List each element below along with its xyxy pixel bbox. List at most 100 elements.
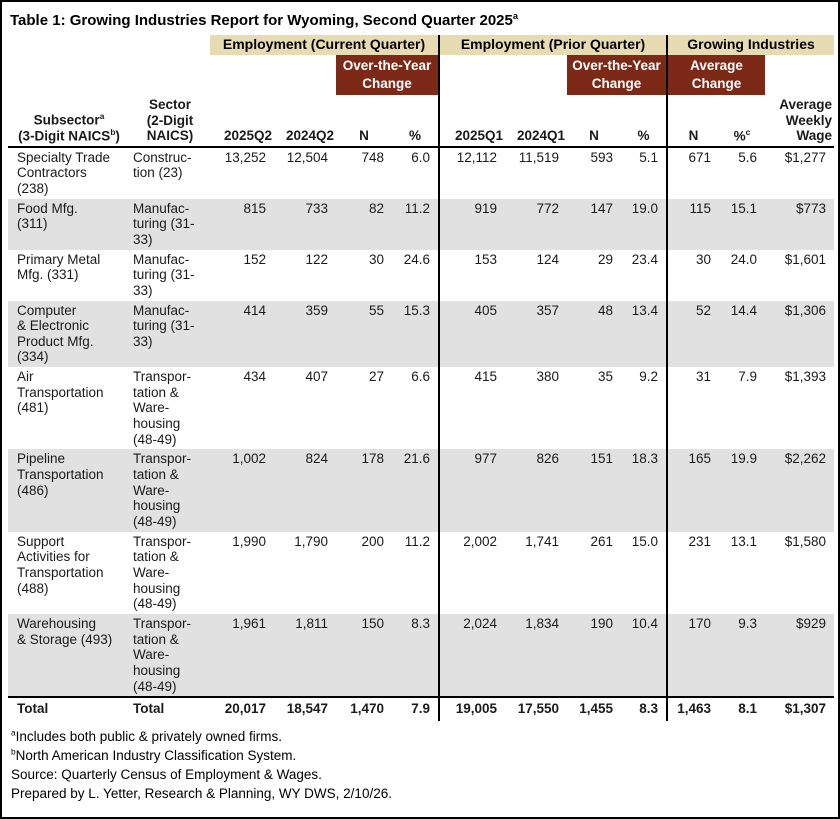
value-cell: 1,811 xyxy=(274,613,336,698)
value-cell: 124 xyxy=(536,251,559,267)
footnote: aIncludes both public & privately owned … xyxy=(11,727,832,746)
value-cell: 165 xyxy=(667,449,719,532)
column-header-current-pct: % xyxy=(392,95,440,148)
value-cell: 231 xyxy=(688,533,711,549)
column-header-growing-n: N xyxy=(667,95,719,148)
value-cell: 29 xyxy=(597,251,613,267)
value-cell: 15.1 xyxy=(719,198,765,250)
footnotes: aIncludes both public & privately owned … xyxy=(11,727,832,804)
value-cell: 2,002 xyxy=(463,533,497,549)
value-cell: 13,252 xyxy=(224,149,266,165)
value-cell: 2,024 xyxy=(439,613,505,698)
subsector-cell: Food Mfg. (311) xyxy=(8,198,130,250)
value-cell: 748 xyxy=(361,149,384,165)
subsector-naics-label: (3-Digit NAICS xyxy=(18,128,111,144)
total-value: 19,005 xyxy=(439,696,505,721)
value-cell: 671 xyxy=(688,149,711,165)
total-row: Total Total 20,017 18,547 1,470 7.9 19,0… xyxy=(8,696,834,721)
value-cell: 11.2 xyxy=(392,198,440,250)
value-cell: 357 xyxy=(505,300,567,368)
subsector-naics-close: ) xyxy=(115,128,120,144)
value-cell: 8.3 xyxy=(392,613,440,698)
value-cell: 1,002 xyxy=(210,449,274,532)
footnote: Source: Quarterly Census of Employment &… xyxy=(11,765,832,784)
subheader-row: Over-the-Year Change Over-the-Year Chang… xyxy=(8,55,834,96)
column-header-2024q2: 2024Q2 xyxy=(274,95,336,148)
value-cell: 48 xyxy=(567,300,621,368)
value-cell: 24.6 xyxy=(392,249,440,301)
value-cell: 52 xyxy=(667,300,719,368)
value-cell: 23.4 xyxy=(621,249,668,301)
footnote-text: North American Industry Classification S… xyxy=(15,748,297,764)
total-value: 20,017 xyxy=(210,696,274,721)
value-cell: 977 xyxy=(439,449,505,532)
column-header-prior-pct: % xyxy=(621,95,668,148)
sector-cell: Transpor- tation & Ware- housing (48-49) xyxy=(133,369,192,447)
footnote-marker: b xyxy=(11,746,16,757)
subsector-footnote-marker: a xyxy=(99,110,105,121)
growing-pct-label: % xyxy=(733,128,746,144)
group-header-prior-quarter: Employment (Prior Quarter) xyxy=(439,35,668,56)
growing-pct-footnote-marker: c xyxy=(745,126,751,137)
report-page: Table 1: Growing Industries Report for W… xyxy=(2,2,838,804)
column-header-2025q2: 2025Q2 xyxy=(210,95,274,148)
subheader-spacer xyxy=(439,55,567,95)
value-cell: 733 xyxy=(274,198,336,250)
column-header-growing-pct: %c xyxy=(719,95,765,148)
value-cell: $1,601 xyxy=(784,251,826,267)
sector-cell: Manufac- turing (31- 33) xyxy=(130,198,210,250)
value-cell: 35 xyxy=(597,369,613,385)
value-cell: 11,519 xyxy=(518,149,559,165)
value-cell: 1,790 xyxy=(294,533,328,549)
value-cell: 150 xyxy=(336,613,392,698)
subsector-cell: Pipeline Transportation (486) xyxy=(8,449,130,532)
sector-cell: Manufac- turing (31- 33) xyxy=(130,300,210,368)
table-title: Table 1: Growing Industries Report for W… xyxy=(10,11,832,29)
total-value: 8.1 xyxy=(719,696,765,721)
column-header-prior-n: N xyxy=(567,95,621,148)
value-cell: $1,580 xyxy=(784,533,826,549)
value-cell: 15.3 xyxy=(392,300,440,368)
total-label: Total xyxy=(8,696,130,721)
value-cell: 152 xyxy=(243,251,266,267)
value-cell: 190 xyxy=(567,613,621,698)
sector-cell: Transpor- tation & Ware- housing (48-49) xyxy=(130,613,210,698)
value-cell: 14.4 xyxy=(719,300,765,368)
value-cell: 9.2 xyxy=(621,367,668,450)
growing-industries-table: Employment (Current Quarter) Employment … xyxy=(8,35,834,721)
value-cell: 115 xyxy=(667,198,719,250)
total-sector-label: Total xyxy=(130,696,210,721)
value-cell: 30 xyxy=(695,251,711,267)
subsector-cell: Primary Metal Mfg. (331) xyxy=(17,251,101,283)
value-cell: 6.0 xyxy=(392,146,440,199)
value-cell: 12,504 xyxy=(286,149,328,165)
total-value: $1,307 xyxy=(765,696,834,721)
column-header-2024q1: 2024Q1 xyxy=(505,95,567,148)
value-cell: 5.6 xyxy=(738,149,757,165)
value-cell: 151 xyxy=(567,449,621,532)
value-cell: 5.1 xyxy=(621,146,668,199)
value-cell: 19.0 xyxy=(621,198,668,250)
value-cell: 122 xyxy=(305,251,328,267)
table-title-footnote-marker: a xyxy=(512,11,519,21)
value-cell: 380 xyxy=(536,369,559,385)
group-header-current-quarter: Employment (Current Quarter) xyxy=(210,35,440,56)
value-cell: 919 xyxy=(439,198,505,250)
value-cell: 772 xyxy=(505,198,567,250)
value-cell: 9.3 xyxy=(719,613,765,698)
subsector-cell: Air Transportation (481) xyxy=(17,369,104,416)
subsector-label: Subsector xyxy=(33,112,100,128)
value-cell: 826 xyxy=(505,449,567,532)
table-row: Warehousing & Storage (493) Transpor- ta… xyxy=(8,613,834,698)
value-cell: 6.6 xyxy=(392,367,440,450)
total-value: 1,455 xyxy=(567,696,621,721)
table-row: Air Transportation (481) Transpor- tatio… xyxy=(8,367,834,450)
group-header-growing-industries: Growing Industries xyxy=(667,35,834,56)
value-cell: 178 xyxy=(336,449,392,532)
value-cell: 147 xyxy=(567,198,621,250)
value-cell: 824 xyxy=(274,449,336,532)
value-cell: 434 xyxy=(243,369,266,385)
table-row: Primary Metal Mfg. (331) Manufac- turing… xyxy=(8,249,834,301)
table-row: Specialty Trade Contractors (238) Constr… xyxy=(8,146,834,199)
value-cell: $1,277 xyxy=(784,149,826,165)
